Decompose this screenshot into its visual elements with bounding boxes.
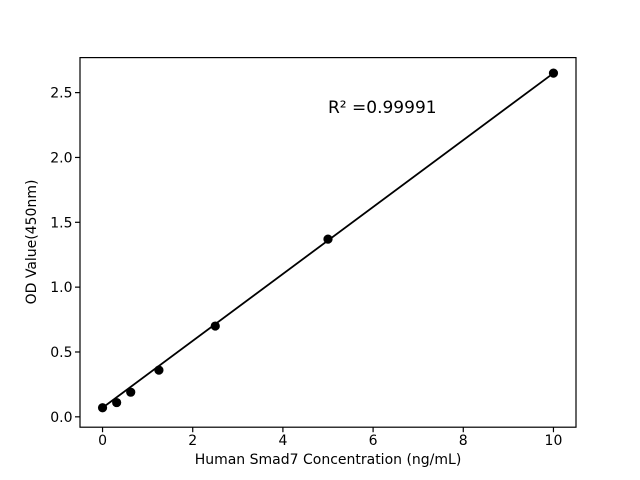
y-tick-label: 2.5	[50, 86, 72, 102]
r-squared-annotation: R² =0.99991	[328, 98, 437, 118]
x-tick-label: 8	[459, 433, 468, 449]
plot-area: 0 2 4 6 8 10 0.0 0.5 1.0 1.5 2.0 2.5	[50, 56, 577, 449]
data-point	[548, 68, 559, 78]
x-axis-label: Human Smad7 Concentration (ng/mL)	[195, 452, 462, 468]
y-tick-label: 2.0	[50, 150, 72, 166]
y-tick-label: 1.0	[50, 280, 72, 296]
data-point	[323, 234, 333, 244]
x-tick-label: 6	[369, 433, 378, 449]
y-axis-label: OD Value(450nm)	[24, 180, 40, 305]
data-point	[126, 387, 136, 397]
data-point	[112, 397, 122, 408]
data-point	[97, 403, 108, 413]
x-tick-label: 4	[278, 433, 287, 449]
y-tick-label: 1.5	[50, 215, 72, 231]
x-tick-label: 10	[545, 433, 563, 449]
y-tick-label: 0.0	[50, 410, 72, 426]
x-tick-label: 2	[188, 433, 197, 449]
data-point	[154, 365, 164, 375]
data-point	[210, 321, 220, 331]
x-tick-label: 0	[98, 433, 107, 449]
y-tick-label: 0.5	[50, 345, 72, 361]
